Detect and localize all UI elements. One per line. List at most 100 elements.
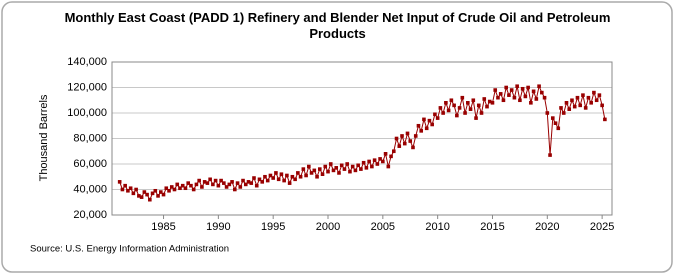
data-point [507,93,511,97]
data-point [509,88,514,92]
data-point [498,92,503,96]
data-point [257,177,262,182]
data-point [276,177,281,182]
data-point [263,174,267,179]
data-point [200,185,204,189]
data-point [529,101,533,105]
x-tick-label: 2015 [480,221,504,233]
data-point [468,107,473,111]
data-point [290,174,295,179]
data-point [315,174,319,179]
data-point [452,103,456,108]
data-point [520,86,525,91]
data-point [126,188,130,193]
data-point [504,85,508,90]
data-point [186,181,191,185]
data-point [416,123,421,128]
data-point [364,166,369,170]
data-point [213,178,218,183]
data-point [331,168,336,173]
data-point [367,159,371,164]
data-point [526,85,530,90]
data-point [167,188,171,193]
data-point [455,113,459,118]
x-tick-label: 1990 [206,221,230,233]
data-point [542,95,547,100]
data-point [444,101,448,105]
data-point [153,188,158,193]
data-point [254,183,259,188]
data-point [241,178,245,183]
data-point [463,111,467,115]
data-point [419,129,424,133]
data-point [180,183,185,188]
data-point [570,98,574,103]
data-point [466,101,470,105]
data-point [389,154,393,159]
data-point [490,101,495,105]
data-line [119,84,606,201]
data-point [460,95,465,100]
data-point [435,116,440,120]
data-point [339,163,344,168]
data-point [534,97,539,101]
data-point [553,121,558,125]
data-point [518,98,522,103]
data-point [471,98,476,103]
data-point [479,111,484,115]
x-tick-label: 2010 [425,221,449,233]
data-point [589,101,593,105]
y-tick-label: 120,000 [67,81,107,93]
data-point [531,89,536,94]
y-tick-label: 40,000 [73,183,107,195]
y-axis-label: Thousand Barrels [38,94,50,181]
data-point [243,182,248,187]
data-point [317,167,322,171]
data-point [433,112,437,117]
data-point [537,84,541,89]
plot-border [111,61,613,216]
data-point [172,187,177,192]
data-point [572,104,577,109]
data-point [600,103,604,108]
data-point [446,108,451,113]
data-point [441,111,445,115]
data-point [482,97,487,101]
data-point [208,177,212,182]
data-point [309,171,314,175]
data-point [131,191,136,196]
data-point [285,173,289,178]
y-tick-label: 100,000 [67,107,107,119]
data-point [293,177,297,182]
data-point [487,99,492,104]
data-point [375,162,380,166]
data-point [405,131,410,136]
data-point [296,171,300,175]
data-point [205,181,210,185]
data-point [342,167,347,171]
data-point [137,194,141,198]
data-point [564,101,569,105]
data-point [408,139,413,143]
data-point [197,178,201,183]
data-point [230,180,234,184]
data-point [378,157,382,161]
data-point [402,141,407,146]
data-point [150,191,155,196]
x-tick-label: 2020 [535,221,559,233]
data-point [356,163,360,168]
data-point [496,95,500,100]
data-point [233,187,237,192]
data-point [334,166,339,170]
data-point [156,194,160,198]
data-point [271,176,275,180]
data-point [139,195,144,199]
data-point [474,116,478,120]
data-point [427,118,432,123]
data-point [411,145,415,150]
x-tick-label: 2025 [590,221,614,233]
data-point [581,93,585,97]
data-point [561,111,566,115]
